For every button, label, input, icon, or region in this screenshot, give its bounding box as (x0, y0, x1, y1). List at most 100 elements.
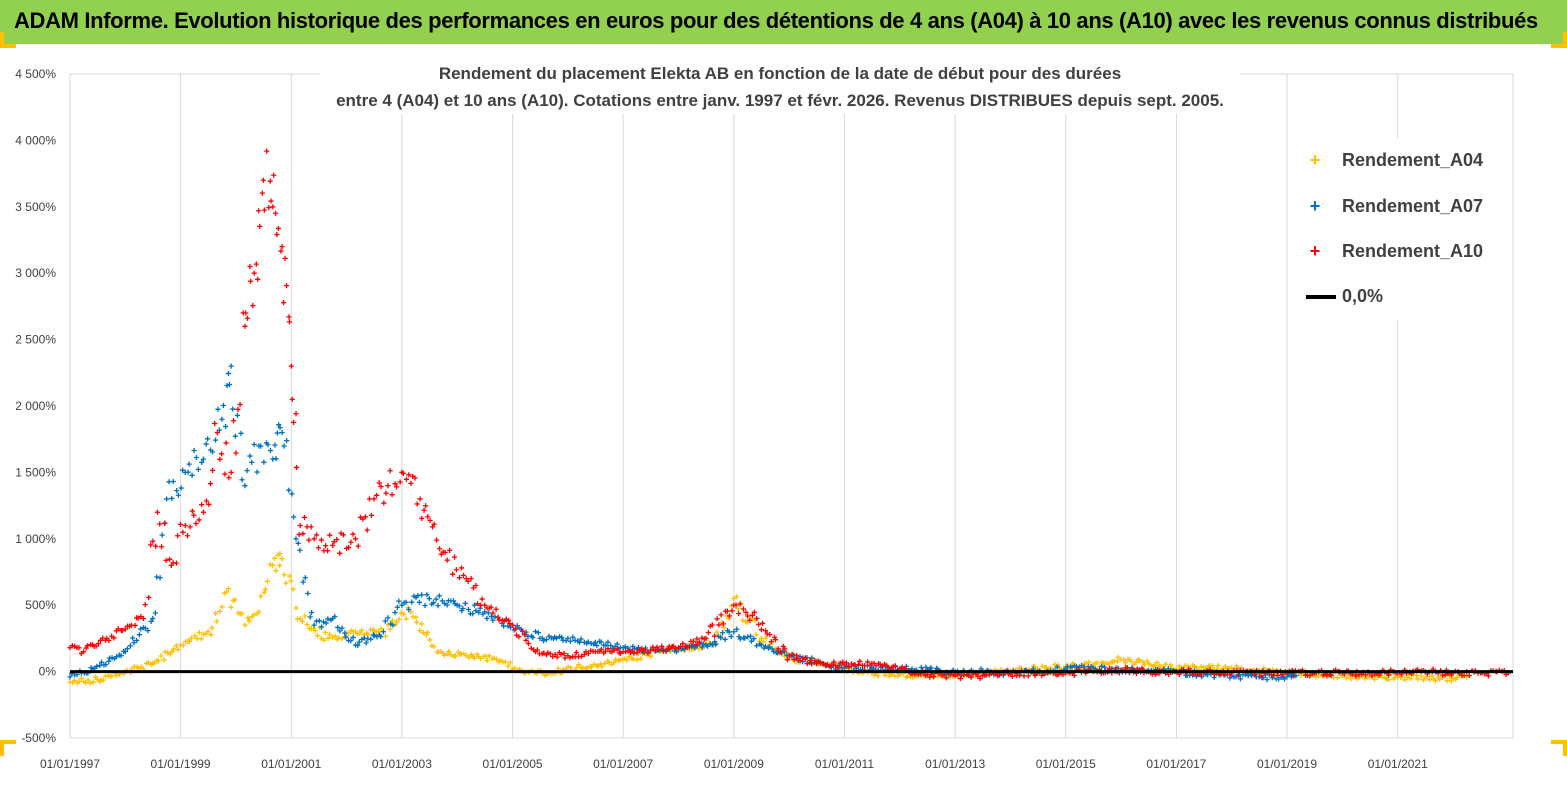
interp-point (713, 641, 719, 647)
interp-point (754, 643, 760, 649)
interp-point (648, 653, 654, 659)
interp-point (118, 653, 124, 659)
interp-point (1415, 676, 1421, 682)
data-point (228, 363, 234, 369)
interp-point (145, 659, 152, 666)
interp-point (414, 501, 420, 507)
interp-point (502, 659, 508, 665)
interp-point (718, 612, 724, 618)
interp-point (413, 614, 419, 620)
interp-point (458, 565, 465, 571)
interp-point (288, 578, 294, 584)
interp-point (941, 672, 947, 678)
data-point (256, 609, 262, 615)
interp-point (735, 605, 741, 612)
interp-point (614, 646, 620, 652)
interp-point (1461, 672, 1467, 678)
interp-point (928, 665, 934, 671)
interp-point (699, 644, 705, 650)
interp-point (223, 423, 229, 430)
interp-point (251, 612, 257, 618)
interp-point (451, 554, 458, 560)
interp-point (599, 663, 605, 670)
interp-point (355, 543, 361, 549)
interp-point (1133, 659, 1139, 666)
interp-point (516, 634, 522, 640)
interp-point (784, 657, 791, 663)
interp-point (957, 675, 964, 682)
data-point (122, 626, 128, 632)
interp-point (793, 652, 800, 659)
y-tick-label: 3 500% (15, 200, 56, 214)
interp-point (304, 621, 310, 628)
interp-point (315, 545, 322, 551)
interp-point (400, 470, 406, 476)
interp-point (239, 610, 245, 617)
interp-point (130, 635, 136, 641)
interp-point (1086, 659, 1092, 665)
data-point (168, 562, 174, 568)
y-tick-label: 1 000% (15, 532, 56, 546)
interp-point (159, 532, 165, 538)
legend-marker-a07: + (1309, 196, 1321, 216)
interp-point (381, 500, 387, 506)
interp-point (146, 594, 152, 601)
interp-point (219, 604, 225, 610)
interp-point (742, 635, 748, 641)
interp-point (152, 610, 158, 616)
interp-point (567, 664, 574, 671)
interp-point (331, 539, 337, 545)
interp-point (212, 610, 219, 616)
interp-point (758, 627, 765, 633)
interp-point (316, 618, 322, 624)
interp-point (254, 469, 260, 475)
legend-marker-a10: + (1309, 241, 1321, 261)
interp-point (968, 674, 974, 680)
interp-point (261, 459, 267, 465)
interp-point (247, 263, 253, 270)
interp-point (155, 658, 161, 664)
interp-point (714, 616, 720, 622)
interp-point (370, 632, 376, 638)
chart-title-line-2: entre 4 (A04) et 10 ans (A10). Cotations… (336, 91, 1224, 110)
interp-point (728, 633, 734, 640)
interp-point (1402, 677, 1408, 683)
interp-point (1334, 675, 1341, 681)
interp-point (690, 638, 696, 644)
interp-point (203, 498, 210, 504)
interp-point (931, 673, 937, 680)
interp-point (302, 575, 308, 581)
interp-point (696, 639, 702, 645)
interp-point (505, 663, 511, 669)
interp-point (385, 615, 391, 621)
interp-point (446, 648, 452, 654)
interp-point (802, 655, 808, 661)
interp-point (225, 370, 232, 377)
interp-point (554, 635, 560, 641)
interp-point (188, 635, 194, 641)
interp-point (523, 629, 529, 635)
interp-point (366, 496, 373, 502)
interp-point (95, 641, 102, 647)
interp-point (225, 586, 232, 592)
interp-point (162, 520, 168, 526)
interp-point (264, 578, 271, 584)
interp-point (435, 603, 441, 609)
interp-point (113, 673, 119, 679)
y-tick-label: 4 500% (15, 67, 56, 81)
y-tick-label: 0% (39, 665, 57, 679)
interp-point (228, 604, 234, 610)
interp-point (1466, 672, 1472, 679)
interp-point (1237, 676, 1243, 682)
interp-point (450, 598, 457, 604)
interp-point (617, 650, 624, 657)
interp-point (1432, 678, 1438, 684)
interp-point (170, 478, 176, 485)
interp-point (484, 615, 490, 622)
data-point (731, 629, 737, 635)
interp-point (350, 531, 356, 537)
interp-point (1209, 663, 1216, 669)
interp-point (1413, 672, 1420, 678)
corner-marker-top-right (1551, 32, 1567, 48)
data-point (1450, 675, 1456, 681)
